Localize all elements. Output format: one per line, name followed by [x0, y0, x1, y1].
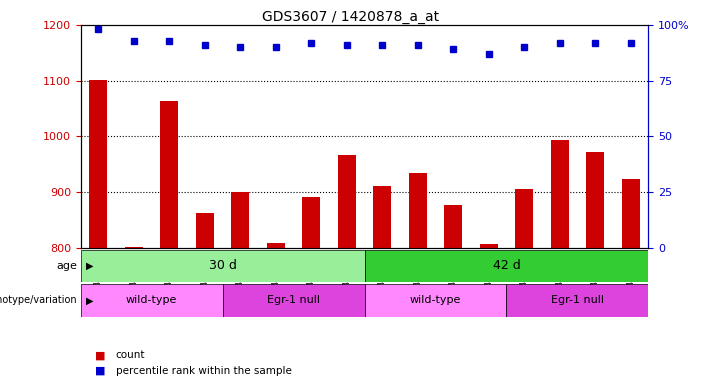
Bar	[374, 187, 391, 248]
Bar	[586, 152, 604, 248]
Bar	[302, 197, 320, 248]
Bar	[81, 284, 223, 317]
Bar	[365, 284, 507, 317]
Bar	[90, 79, 107, 248]
Text: wild-type: wild-type	[126, 295, 177, 306]
Text: age: age	[56, 261, 77, 271]
Bar	[480, 244, 498, 248]
Text: count: count	[116, 350, 145, 360]
Text: Egr-1 null: Egr-1 null	[551, 295, 604, 306]
Text: ▶: ▶	[86, 261, 94, 271]
Bar	[267, 243, 285, 248]
Bar	[231, 192, 249, 248]
Bar	[196, 213, 214, 248]
Text: ▶: ▶	[86, 295, 94, 306]
Text: ■: ■	[95, 366, 105, 376]
Bar	[161, 101, 178, 248]
Bar	[81, 250, 365, 282]
Text: 30 d: 30 d	[209, 260, 236, 272]
Bar	[515, 189, 533, 248]
Bar	[125, 247, 143, 248]
Bar	[551, 140, 569, 248]
Text: 42 d: 42 d	[493, 260, 520, 272]
Text: Egr-1 null: Egr-1 null	[267, 295, 320, 306]
Text: wild-type: wild-type	[410, 295, 461, 306]
Bar	[409, 172, 427, 248]
Text: GDS3607 / 1420878_a_at: GDS3607 / 1420878_a_at	[262, 10, 439, 23]
Text: percentile rank within the sample: percentile rank within the sample	[116, 366, 292, 376]
Text: ■: ■	[95, 350, 105, 360]
Bar	[506, 284, 648, 317]
Bar	[365, 250, 648, 282]
Bar	[338, 155, 355, 248]
Bar	[223, 284, 365, 317]
Text: genotype/variation: genotype/variation	[0, 295, 77, 306]
Bar	[444, 205, 462, 248]
Bar	[622, 179, 639, 248]
